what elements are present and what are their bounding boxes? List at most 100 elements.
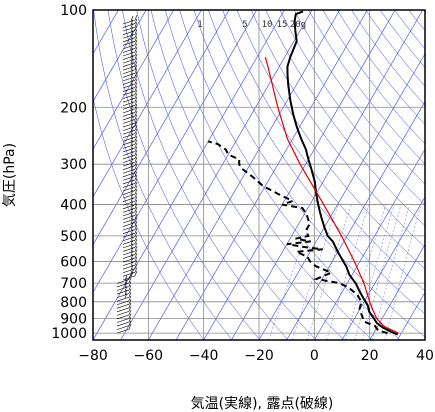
wind-barb-staff	[122, 83, 136, 89]
wind-barb	[122, 185, 138, 195]
wind-barb-staff	[122, 275, 136, 281]
wind-barb-flag	[134, 203, 138, 209]
wind-barb-staff	[122, 129, 136, 135]
wind-barb-staff	[122, 23, 136, 28]
wind-barb	[122, 199, 138, 210]
x-tick-label: 40	[416, 348, 434, 364]
wind-barb	[122, 50, 138, 60]
wind-barb-flag	[130, 246, 134, 253]
wind-barb	[122, 96, 138, 107]
isotherm-line	[175, 10, 368, 340]
wind-barb-staff	[116, 282, 130, 288]
wind-barb-staff	[116, 300, 130, 306]
wind-barb-staff	[122, 90, 136, 96]
wind-barb-flag	[130, 271, 134, 277]
wind-barb-flag	[134, 164, 138, 170]
wind-barb-flag	[130, 175, 134, 182]
wind-barbs	[116, 14, 138, 334]
dry-adiabat-line	[351, 10, 425, 106]
wind-barb-flag	[134, 231, 138, 237]
wind-barb-staff	[122, 94, 136, 99]
wind-barb-staff	[122, 119, 136, 124]
wind-barb-flag	[130, 40, 134, 47]
y-tick-label: 400	[60, 198, 87, 214]
wind-barb	[122, 25, 138, 35]
wind-barb-staff	[122, 197, 136, 202]
wind-barb-flag	[134, 160, 138, 166]
wind-barb-flag	[134, 135, 138, 141]
wind-barb-staff	[116, 279, 130, 284]
wind-barb-flag	[130, 104, 134, 110]
wind-barb-flag	[134, 46, 138, 53]
wind-barb-flag	[134, 267, 138, 273]
wind-barb-flag	[128, 288, 132, 294]
wind-barb-flag	[130, 154, 134, 160]
wind-barb-staff	[116, 307, 130, 313]
wind-barb-staff	[122, 62, 136, 67]
wind-barb-flag	[134, 125, 138, 131]
wind-barb	[116, 284, 132, 295]
dry-adiabat-line	[322, 10, 425, 145]
wind-barb-flag	[130, 200, 134, 206]
wind-barb	[116, 288, 132, 298]
wind-barb-flag	[130, 243, 134, 249]
wind-barb-staff	[122, 51, 136, 57]
wind-barb-staff	[122, 272, 136, 277]
isotherm-line	[314, 148, 425, 340]
wind-barb-flag	[134, 107, 138, 113]
wind-barb	[122, 213, 138, 224]
wind-barb-flag	[130, 58, 134, 64]
wind-barb-flag	[128, 299, 132, 305]
wind-barb	[122, 242, 138, 252]
wind-barb-flag	[134, 96, 138, 102]
wind-barb-staff	[122, 55, 136, 60]
wind-barb-staff	[116, 325, 130, 330]
wind-barb-flag	[130, 229, 134, 235]
wind-barb	[122, 93, 138, 103]
dry-adiabat-line	[236, 10, 425, 270]
mixing-ratio-line	[292, 204, 339, 340]
wind-barb-flag	[134, 181, 138, 188]
series-layer	[207, 10, 399, 336]
wind-barb-flag	[134, 61, 138, 67]
isotherm-line	[341, 196, 425, 340]
wind-barb	[116, 302, 132, 313]
wind-barb	[122, 228, 138, 238]
mixing-ratio-line	[384, 204, 422, 340]
wind-barb-staff	[116, 328, 130, 334]
wind-barb	[122, 149, 138, 160]
wind-barb	[122, 267, 138, 277]
wind-barb	[116, 292, 132, 302]
wind-barb-staff	[122, 97, 136, 103]
wind-barb-flag	[134, 238, 138, 244]
wind-barb-flag	[124, 285, 128, 292]
dry-adiabat-line	[107, 10, 261, 340]
wind-barb-flag	[130, 30, 134, 36]
wind-barb-flag	[134, 39, 138, 46]
wind-barb-staff	[122, 250, 136, 256]
wind-barb	[122, 128, 138, 139]
wind-barb-flag	[134, 100, 138, 106]
wind-barb-flag	[130, 190, 134, 196]
wind-barb-staff	[122, 105, 136, 110]
wind-barb-flag	[130, 126, 134, 132]
wind-barb	[122, 263, 138, 274]
wind-barb-staff	[122, 257, 136, 263]
wind-barb-flag	[134, 139, 138, 145]
dry-adiabat-line	[136, 10, 317, 340]
y-tick-label: 200	[60, 100, 87, 116]
wind-barb-staff	[116, 311, 130, 316]
parcel-line	[264, 57, 399, 334]
wind-barb-flag	[130, 250, 134, 256]
wind-barb	[122, 252, 138, 263]
wind-barb-flag	[130, 129, 134, 135]
wind-barb-flag	[134, 213, 138, 220]
wind-barb	[122, 100, 138, 110]
wind-barb-staff	[122, 179, 136, 185]
wind-barb-staff	[122, 144, 136, 149]
wind-barb-flag	[134, 121, 138, 127]
wind-barb-flag	[134, 68, 138, 74]
isotherm-line	[93, 10, 202, 198]
mixing-ratio-line	[268, 204, 317, 340]
y-tick-label: 800	[60, 295, 87, 311]
